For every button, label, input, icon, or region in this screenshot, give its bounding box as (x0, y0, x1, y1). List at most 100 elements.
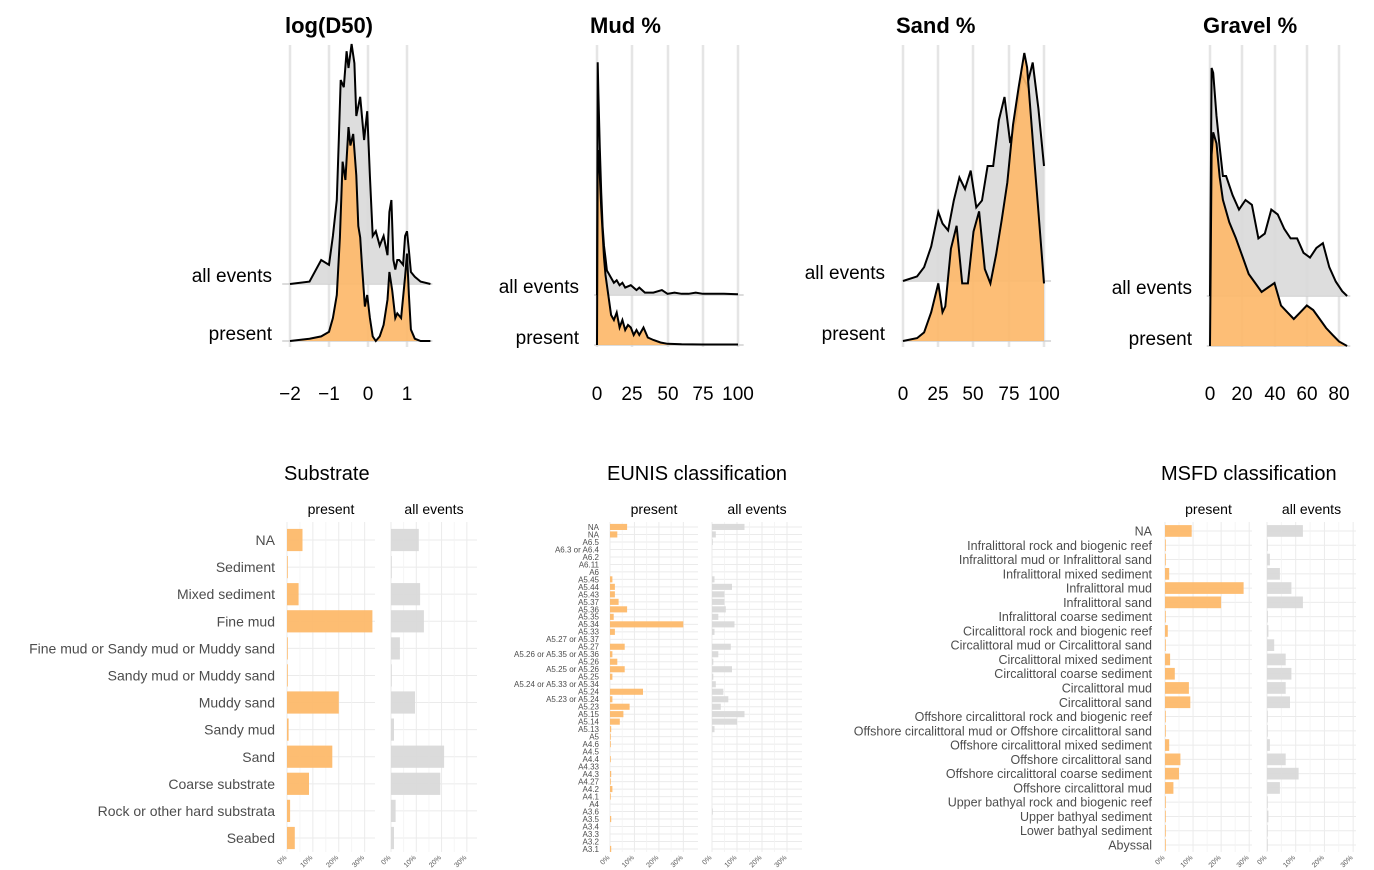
category-label: A5.15 (578, 710, 599, 719)
bar-present (1165, 810, 1166, 823)
category-label: A3.1 (583, 845, 600, 854)
bar-present (610, 793, 611, 800)
bar-present (610, 778, 611, 785)
category-label: Offshore circalittoral rock and biogenic… (915, 710, 1153, 724)
x-tick-label: 10% (403, 854, 418, 869)
bar-all-events (712, 726, 715, 733)
category-label: A4.6 (583, 740, 600, 749)
bar-all-events (1267, 610, 1268, 623)
category-label: A5.25 (578, 673, 599, 682)
bar-present (610, 726, 612, 733)
ridge-chart-title: Sand % (896, 13, 975, 38)
category-label: A5.43 (578, 590, 599, 599)
bar-present (1165, 553, 1166, 566)
bar-all-events (1267, 525, 1303, 537)
x-tick-label: 0% (276, 854, 288, 866)
bar-all-events (1267, 696, 1290, 709)
bar-all-events (1267, 839, 1268, 851)
bar-present (610, 628, 615, 635)
ridge-row-label: all events (192, 266, 272, 287)
bar-all-events (712, 576, 715, 583)
bar-chart-title: EUNIS classification (607, 463, 787, 485)
x-tick-label: 0 (363, 384, 374, 405)
bar-present (1165, 610, 1166, 623)
bar-all-events (1267, 710, 1268, 723)
bar-all-events (1267, 725, 1268, 737)
bar-present (1165, 625, 1168, 637)
x-tick-label: 10% (724, 854, 739, 869)
x-tick-label: 10% (621, 854, 636, 869)
category-label: NA (588, 523, 600, 532)
bar-present (287, 528, 303, 552)
category-label: Fine mud (217, 613, 275, 629)
bar-present (1165, 767, 1179, 780)
x-tick-label: 20% (428, 854, 443, 869)
category-label: Infralittoral sand (1063, 596, 1152, 610)
category-label: A6.11 (579, 560, 600, 569)
category-label: NA (588, 530, 600, 539)
bar-all-events (712, 643, 731, 650)
category-label: A5.27 or A5.37 (546, 635, 599, 644)
bar-present (610, 531, 618, 538)
bar-present (610, 771, 612, 778)
category-label: A5.36 (578, 605, 599, 614)
category-label: A4.3 (583, 770, 600, 779)
category-label: Abyssal (1108, 839, 1152, 853)
x-tick-label: 10% (299, 854, 314, 869)
x-tick-label: 100 (1028, 384, 1060, 405)
ridge-row-label: present (209, 324, 273, 345)
x-tick-label: −2 (279, 384, 301, 405)
category-label: Offshore circalittoral mud or Offshore c… (854, 724, 1152, 738)
bar-all-events (1267, 682, 1286, 694)
ridge-row-label: present (822, 324, 886, 345)
bar-all-events (1267, 739, 1270, 751)
x-tick-label: 30% (1340, 854, 1355, 869)
x-tick-label: 80 (1328, 384, 1349, 405)
ridge-present-line (1209, 132, 1348, 347)
ridge-all-events-area (290, 44, 431, 284)
bar-present (610, 576, 613, 583)
ridge-all-events-line (289, 43, 431, 285)
bar-present (610, 696, 613, 703)
bar-all-events (1267, 653, 1286, 666)
category-label: A4.5 (583, 748, 600, 757)
category-label: NA (256, 532, 276, 548)
category-label: Lower bathyal sediment (1020, 824, 1153, 838)
category-label: Offshore circalittoral mud (1013, 781, 1152, 795)
x-tick-label: 10% (1180, 854, 1195, 869)
category-label: A5 (589, 733, 599, 742)
bar-panel-header: all events (727, 501, 786, 517)
bar-all-events (712, 621, 735, 628)
category-label: A5.27 (578, 643, 599, 652)
bar-chart-title: MSFD classification (1161, 463, 1337, 485)
category-label: Coarse substrate (168, 776, 275, 792)
ridge-chart-title: Gravel % (1203, 13, 1297, 38)
bar-present (1165, 753, 1181, 766)
category-label: Sediment (216, 559, 275, 575)
category-label: Infralittoral mixed sediment (1003, 567, 1153, 581)
category-label: A5.26 (578, 658, 599, 667)
x-tick-label: 0% (380, 854, 392, 866)
ridge-all-events-area (1210, 68, 1348, 296)
bar-present (1165, 796, 1166, 808)
bar-all-events (391, 583, 421, 606)
x-tick-label: 0 (1205, 384, 1216, 405)
bar-present (610, 583, 615, 590)
bar-all-events (391, 664, 392, 687)
bar-panel-header: present (1185, 501, 1232, 517)
bar-all-events (1267, 596, 1303, 609)
bar-all-events (391, 826, 394, 850)
bar-all-events (712, 688, 724, 695)
bar-all-events (1267, 753, 1286, 766)
bar-all-events (391, 556, 392, 579)
ridge-present-area (903, 53, 1044, 341)
bar-all-events (1267, 625, 1269, 637)
bar-present (287, 556, 288, 579)
x-tick-label: 60 (1296, 384, 1317, 405)
bar-all-events (712, 531, 716, 538)
bar-present (610, 658, 618, 665)
category-label: A3.2 (583, 837, 600, 846)
category-label: A5.25 or A5.26 (546, 665, 599, 674)
x-tick-label: 0% (1154, 854, 1166, 866)
bar-all-events (712, 673, 714, 680)
